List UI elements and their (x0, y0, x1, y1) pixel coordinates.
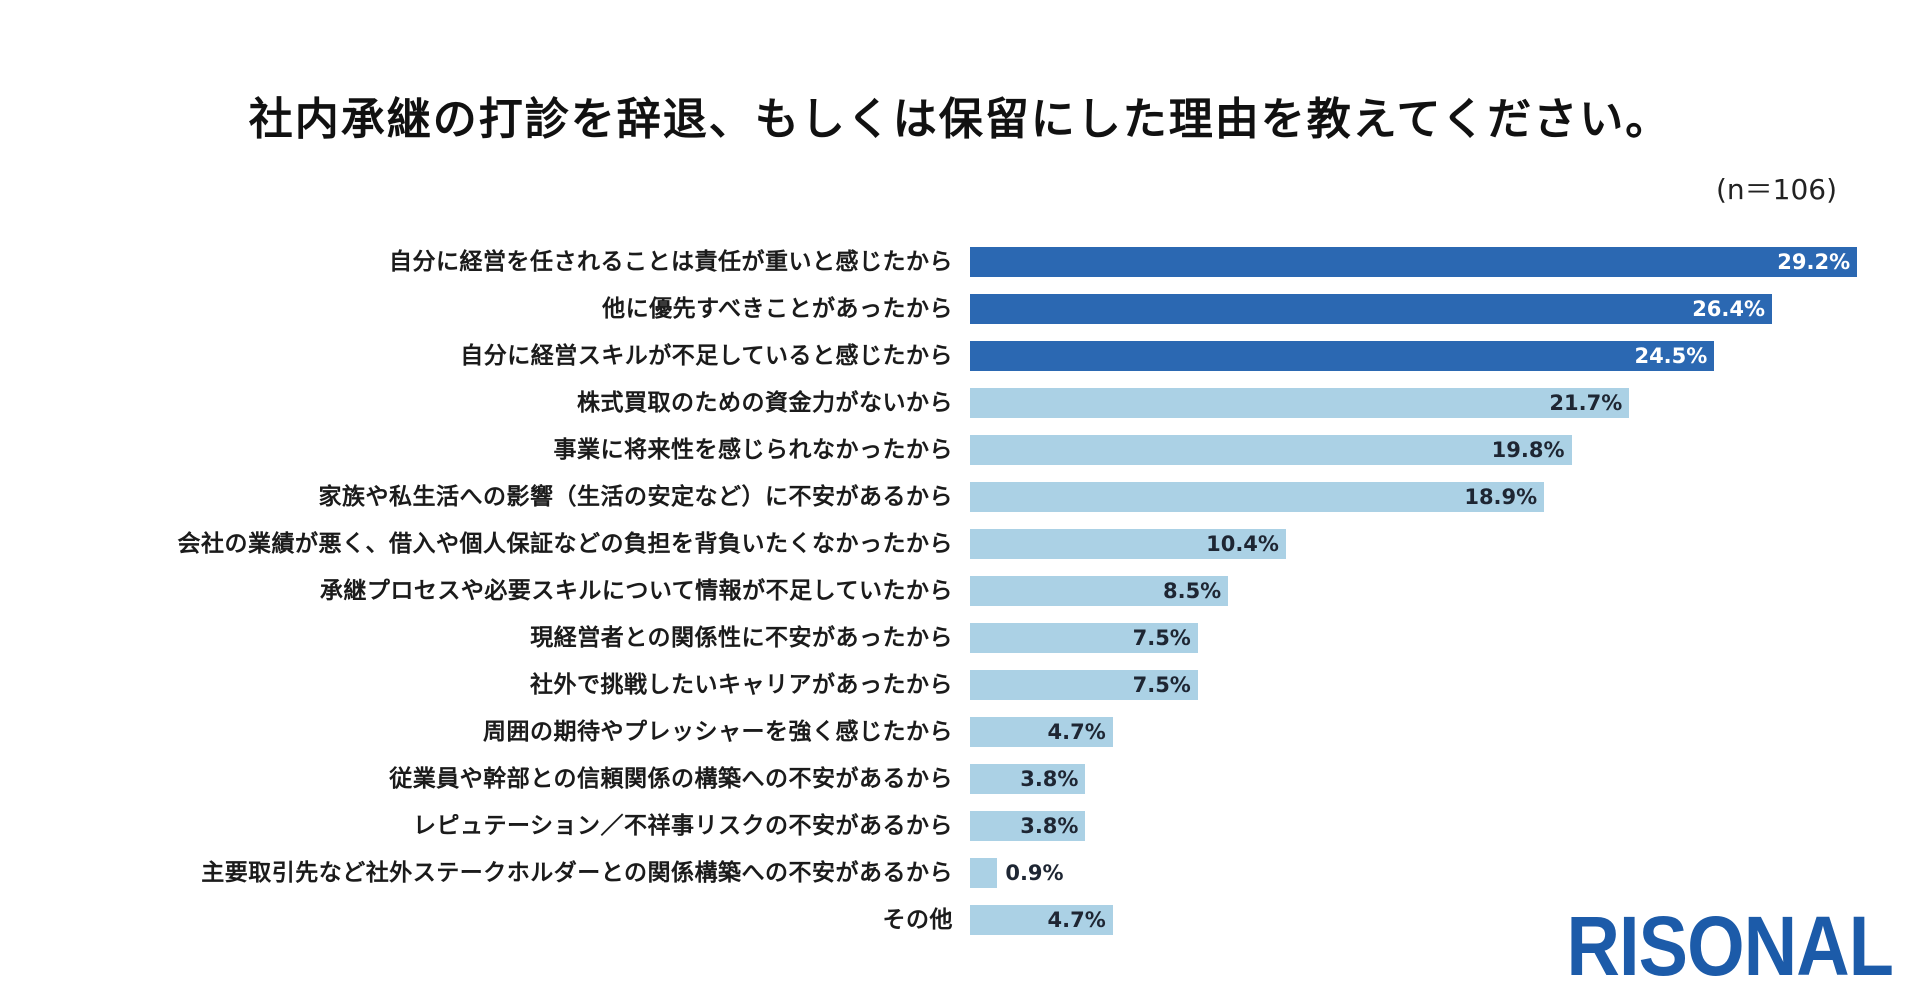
bar-category-label: 周囲の期待やプレッシャーを強く感じたから (483, 719, 953, 745)
bar-category-label: 他に優先すべきことがあったから (602, 296, 953, 322)
bar-category-label: 現経営者との関係性に不安があったから (530, 625, 953, 651)
bar-value-label: 3.8% (1020, 814, 1079, 838)
bar-category-label: 社外で挑戦したいキャリアがあったから (530, 672, 953, 698)
bar-category-label: 事業に将来性を感じられなかったから (553, 437, 953, 463)
bar (970, 529, 1286, 559)
bar (970, 717, 1113, 747)
bar-category-label: その他 (882, 907, 953, 933)
bar-category-label: 家族や私生活への影響（生活の安定など）に不安があるから (318, 484, 953, 510)
bar-category-label: 会社の業績が悪く、借入や個人保証などの負担を背負いたくなかったから (177, 531, 953, 557)
bar (970, 482, 1545, 512)
chart-title: 社内承継の打診を辞退、もしくは保留にした理由を教えてください。 (248, 94, 1672, 145)
bar-category-label: 自分に経営を任されることは責任が重いと感じたから (389, 249, 953, 275)
bar-value-label: 8.5% (1162, 579, 1222, 603)
bar (970, 811, 1086, 841)
bar-category-label: 従業員や幹部との信頼関係の構築への不安があるから (389, 766, 953, 792)
bar-value-label: 19.8% (1491, 438, 1565, 462)
bar-category-label: 承継プロセスや必要スキルについて情報が不足していたから (319, 578, 953, 604)
bar (970, 576, 1229, 606)
bar (970, 247, 1858, 277)
bar-value-label: 10.4% (1206, 532, 1279, 556)
bar (970, 764, 1086, 794)
bar (970, 670, 1198, 700)
bar-value-label: 4.7% (1047, 720, 1106, 744)
bar-value-label: 7.5% (1132, 626, 1191, 650)
bar-category-label: レピュテーション／不祥事リスクの不安があるから (412, 813, 953, 839)
bar (970, 388, 1630, 418)
bar-value-label: 24.5% (1634, 344, 1708, 368)
bar-value-label: 18.9% (1464, 485, 1538, 509)
bar-category-label: 自分に経営スキルが不足していると感じたから (460, 343, 953, 369)
bar-value-label: 4.7% (1047, 908, 1106, 932)
bar-value-label: 26.4% (1692, 297, 1766, 321)
bar-value-label: 7.5% (1132, 673, 1191, 697)
bar-category-label: 株式買取のための資金力がないから (577, 390, 953, 416)
bar-value-label: 21.7% (1549, 391, 1623, 415)
bar-category-label: 主要取引先など社外ステークホルダーとの関係構築への不安があるから (201, 860, 953, 886)
risonal-logo: RISONAL (1566, 899, 1894, 993)
sample-size-note: (n＝106) (1715, 173, 1837, 206)
bar-value-label: 0.9% (1005, 861, 1064, 885)
bar-value-label: 3.8% (1020, 767, 1079, 791)
bar (970, 905, 1113, 935)
bar (970, 341, 1715, 371)
bar (970, 858, 998, 888)
bar (970, 623, 1198, 653)
bar (970, 435, 1572, 465)
bar (970, 294, 1773, 324)
bar-value-label: 29.2% (1777, 250, 1851, 274)
